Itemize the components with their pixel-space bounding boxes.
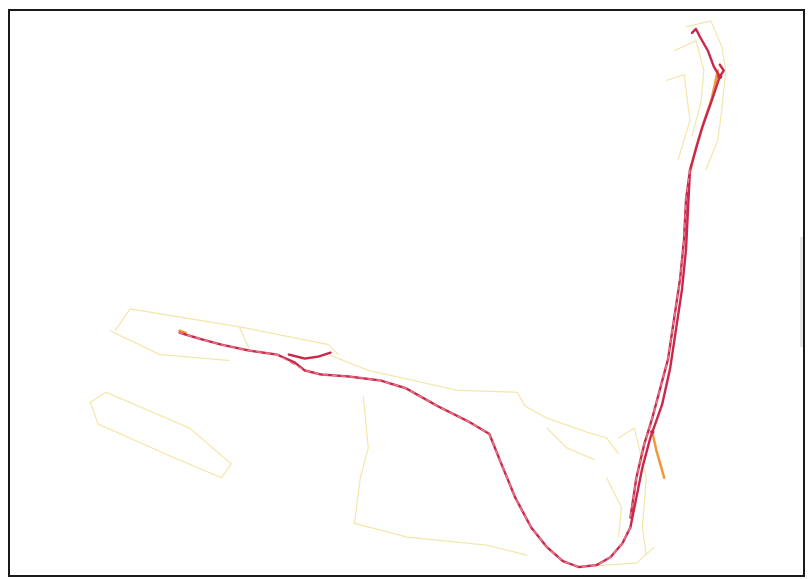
boundary-outline [89,391,232,479]
scroll-edge-mark [800,237,803,347]
boundary-outline [606,477,623,538]
route-junction-marker [650,429,655,435]
boundary-outline [546,427,595,461]
boundary-outline [673,40,705,137]
boundary-outlines [89,20,727,568]
route-segment-junction [287,351,332,360]
boundary-outline [618,427,647,556]
boundary-outline [665,73,691,161]
route-segment-main [629,75,721,519]
boundary-outline [328,354,526,407]
route-dash-main [629,169,691,519]
map-canvas [89,20,727,569]
route-markers [650,73,723,435]
route-segment-top-hook [690,27,725,78]
route-dash-valley [178,332,632,568]
route-segment-valley [303,369,632,569]
gps-route-track [178,27,725,569]
boundary-outline [353,396,528,556]
route-branch-left-end [178,329,187,335]
boundary-outline [114,308,339,355]
route-segment-parallel [629,168,692,529]
boundary-outline [109,330,230,362]
boundary-outline [238,326,250,349]
route-branch-lower [650,430,666,479]
gps-route-dashes [178,169,691,568]
map-frame [8,9,805,577]
boundary-outline [685,20,727,171]
route-branches [178,69,720,479]
boundary-outline [524,405,619,455]
route-start-marker [717,73,723,80]
